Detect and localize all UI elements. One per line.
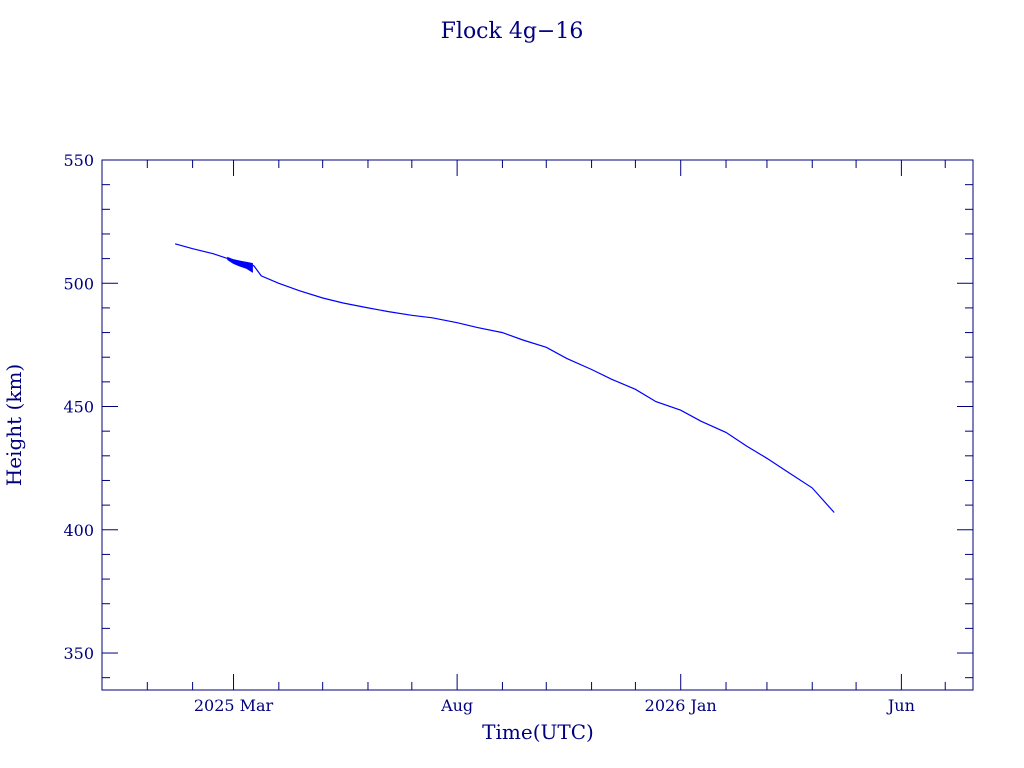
- plot-frame: [101, 159, 974, 691]
- y-tick-label: 350: [63, 644, 94, 663]
- chart-title: Flock 4g−16: [441, 19, 584, 44]
- x-tick-label: 2026 Jan: [645, 696, 717, 715]
- x-tick-labels: 2025 Mar Aug 2026 Jan Jun: [194, 696, 915, 715]
- x-axis-label: Time(UTC): [482, 720, 594, 744]
- y-tick-label: 450: [63, 398, 94, 417]
- x-tick-label: Aug: [440, 696, 473, 715]
- y-tick-label: 500: [63, 274, 94, 293]
- axis-ticks: [101, 159, 973, 690]
- x-tick-label: Jun: [886, 696, 915, 715]
- height-series-line: [174, 243, 835, 513]
- y-tick-labels: 350 400 450 500 550: [63, 151, 94, 663]
- x-tick-label: 2025 Mar: [194, 696, 274, 715]
- y-tick-label: 550: [63, 151, 94, 170]
- y-axis-label: Height (km): [2, 364, 26, 486]
- y-tick-label: 400: [63, 521, 94, 540]
